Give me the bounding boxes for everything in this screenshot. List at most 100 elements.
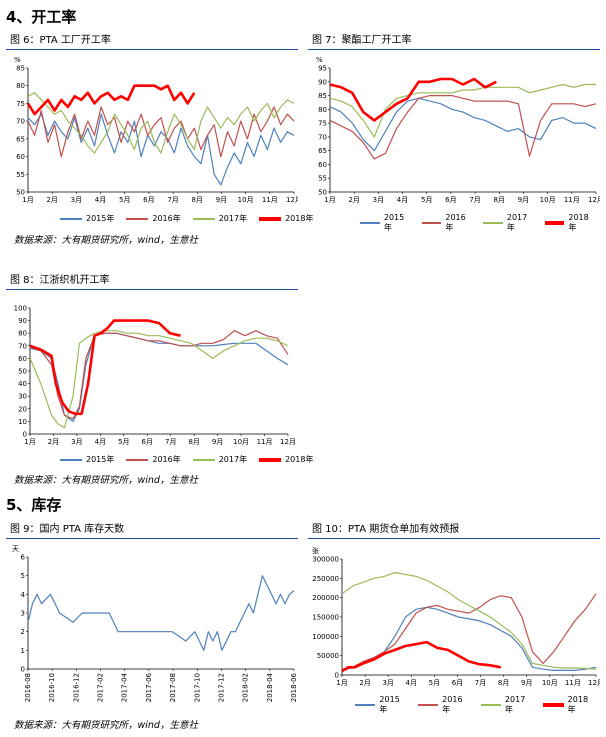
legend-label: 2015年 [86, 455, 115, 464]
y-tick-label: 70 [318, 133, 327, 141]
series-line-y2016 [341, 593, 597, 670]
x-tick-label: 2017-04 [121, 672, 129, 702]
legend-item: 2016年 [126, 213, 181, 224]
x-tick-label: 9月 [521, 679, 532, 687]
x-tick-label: 10月 [540, 196, 556, 204]
y-tick-label: 100 [14, 305, 27, 313]
series-line-y2018 [26, 84, 196, 116]
legend-swatch [543, 703, 564, 707]
x-tick-label: 7月 [165, 438, 176, 446]
series-line-inventory [27, 575, 295, 651]
x-tick-label: 2016-10 [48, 673, 56, 702]
legend-label: 2016年 [152, 455, 181, 464]
y-tick-label: 1 [21, 647, 25, 655]
legend-item: 2015年 [360, 213, 410, 233]
x-tick-label: 7月 [167, 196, 178, 204]
x-tick-label: 8月 [188, 438, 199, 446]
series-line-y2018 [329, 77, 497, 122]
series-line-y2015 [329, 97, 597, 152]
section-title: 4、开工率 [6, 8, 77, 26]
legend-swatch [480, 704, 501, 706]
y-tick-label: 250000 [312, 575, 339, 583]
x-tick-label: 10月 [542, 679, 558, 687]
x-tick-label: 6月 [452, 679, 463, 687]
y-tick-label: 60 [16, 153, 25, 161]
legend-swatch [259, 216, 282, 221]
legend-swatch [126, 217, 149, 220]
series-line-y2016 [329, 94, 597, 160]
y-tick-label: 55 [318, 175, 327, 183]
figure-header: 图 8：江浙织机开工率 [6, 273, 298, 290]
x-tick-label: 2018-02 [242, 673, 250, 702]
figure-header: 图 6：PTA 工厂开工率 [6, 33, 298, 50]
legend-swatch [417, 704, 439, 706]
data-source: 数据来源：大有期货研究所，wind，生意社 [14, 235, 198, 246]
figure-header: 图 10：PTA 期货仓单加有效预报 [308, 522, 600, 539]
series-line-y2017 [27, 92, 295, 154]
y-tick-label: 60 [318, 161, 327, 169]
legend-label: 2015年 [383, 213, 405, 232]
legend-swatch [60, 458, 82, 461]
legend-label: 2017年 [506, 213, 528, 232]
y-tick-label: 80 [318, 106, 327, 114]
x-tick-label: 1月 [24, 438, 35, 446]
legend-item: 2017年 [192, 213, 247, 224]
x-tick-label: 6月 [143, 196, 154, 204]
y-tick-label: 20 [18, 405, 27, 413]
x-tick-label: 3月 [71, 438, 82, 446]
figure-header: 图 7：聚酯工厂开工率 [308, 33, 600, 50]
y-tick-label: 70 [18, 342, 27, 350]
y-tick-label: 85 [318, 92, 327, 100]
x-tick-label: 1月 [336, 679, 347, 687]
x-tick-label: 9月 [216, 196, 227, 204]
section-title: 5、库存 [6, 496, 62, 514]
x-tick-label: 9月 [212, 438, 223, 446]
series-line-y2018 [341, 640, 502, 673]
legend-item: 2016年 [421, 213, 472, 233]
series-line-y2018 [29, 319, 181, 416]
y-tick-label: 70 [16, 118, 25, 126]
legend-swatch [421, 222, 442, 224]
figure-title: 图 10：PTA 期货仓单加有效预报 [312, 524, 460, 535]
y-tick-label: 50 [318, 189, 327, 197]
y-tick-label: 200000 [312, 594, 339, 602]
legend-item: 2016年 [126, 454, 181, 465]
x-tick-label: 8月 [498, 679, 509, 687]
x-tick-label: 4月 [397, 196, 408, 204]
y-tick-label: 50 [18, 368, 27, 376]
chart-fig9: 天 0 1 2 3 4 5 6 2016-08 2016-10 2016-12 2017-02 2017… [12, 545, 298, 702]
x-tick-label: 11月 [257, 438, 273, 446]
x-tick-label: 1月 [324, 196, 335, 204]
y-tick-label: 80 [16, 82, 25, 90]
x-tick-label: 6月 [445, 196, 456, 204]
legend-label: 2018年 [285, 214, 314, 223]
x-tick-label: 2月 [348, 196, 359, 204]
series-line-y2017 [341, 571, 597, 670]
chart-fig6: % 50 55 60 65 70 75 80 85 1月 2月 3月 4月 5月 6月 7月 8月 9月 10月 11… [14, 56, 298, 204]
chart-fig10: 张 0 50000 100000 150000 200000 250000 300000 1月 2… [312, 546, 600, 687]
x-tick-label: 3月 [382, 679, 393, 687]
y-tick-label: 300000 [312, 556, 339, 564]
y-tick-label: 65 [318, 147, 327, 155]
legend-swatch [355, 704, 376, 706]
x-tick-label: 4月 [95, 196, 106, 204]
y-tick-label: 5 [21, 572, 25, 580]
x-tick-label: 2016-12 [72, 673, 80, 702]
legend-item: 2018年 [259, 213, 313, 224]
legend-item: 2015年 [355, 695, 406, 715]
x-tick-label: 10月 [238, 196, 254, 204]
legend-fig8: 2015年 2016年 2017年 2018年 [60, 454, 325, 465]
x-tick-label: 2月 [359, 679, 370, 687]
x-tick-label: 5月 [118, 438, 129, 446]
legend-item: 2017年 [483, 213, 533, 233]
data-source: 数据来源：大有期货研究所，wind，生意社 [14, 475, 198, 486]
unit-label: % [316, 56, 323, 64]
x-tick-label: 2017-06 [145, 672, 153, 702]
figure-title: 图 6：PTA 工厂开工率 [10, 35, 111, 46]
x-tick-label: 12月 [588, 196, 600, 204]
x-tick-label: 5月 [119, 196, 130, 204]
legend-label: 2016年 [442, 695, 463, 714]
legend-swatch [126, 458, 149, 461]
x-tick-label: 8月 [494, 196, 505, 204]
series-line-y2016 [29, 330, 289, 420]
